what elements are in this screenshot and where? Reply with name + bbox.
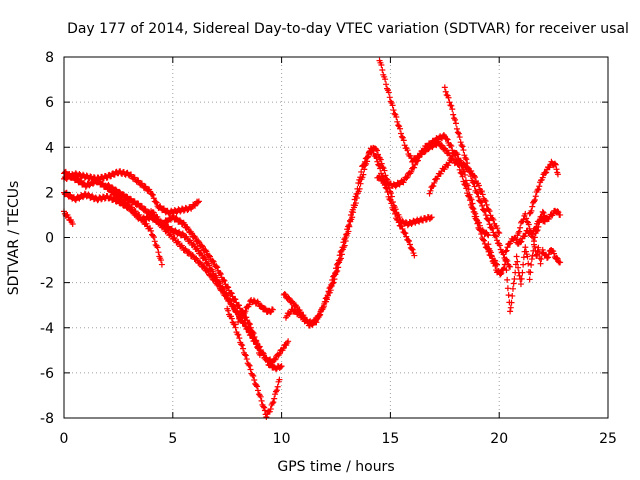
x-tick-label: 5 [168,431,177,447]
data-point-markers [526,158,561,217]
data-point-markers [148,208,285,373]
y-tick-label: 0 [45,231,54,247]
y-tick-label: -4 [40,321,54,337]
data-series-7 [224,305,283,421]
data-series-12 [441,84,514,270]
data-point-markers [224,305,283,421]
y-tick-label: -2 [40,276,54,292]
data-series-15 [485,241,564,315]
x-axis-label: GPS time / hours [277,459,394,475]
y-tick-label: 4 [45,140,54,156]
y-tick-label: 2 [45,185,54,201]
y-axis-label: SDTVAR / TECUs [6,181,22,296]
data-series-18 [502,213,548,255]
data-point-markers [280,144,435,329]
data-series-14 [426,149,492,239]
data-point-markers [426,149,492,239]
data-series-8 [235,297,276,326]
y-tick-label: 6 [45,95,54,111]
data-series-6 [148,208,285,373]
data-series-13 [374,138,503,236]
chart-title: Day 177 of 2014, Sidereal Day-to-day VTE… [67,21,629,37]
x-tick-label: 25 [599,431,617,447]
x-tick-label: 20 [490,431,508,447]
y-tick-label: -8 [40,411,54,427]
data-series-10 [280,144,435,329]
data-point-markers [502,213,548,255]
x-axis-ticks: 0 5 10 15 20 25 [60,57,617,447]
x-tick-label: 0 [60,431,69,447]
data-point-markers [485,241,564,315]
data-point-markers [441,84,514,270]
y-tick-label: -6 [40,366,54,382]
x-tick-label: 15 [381,431,399,447]
data-series-17 [526,158,561,217]
y-tick-label: 8 [45,50,54,66]
x-tick-label: 10 [273,431,291,447]
data-point-markers [235,297,276,326]
y-axis-ticks: -8 -6 -4 -2 0 2 4 6 8 [40,50,608,427]
data-point-markers [374,138,503,236]
